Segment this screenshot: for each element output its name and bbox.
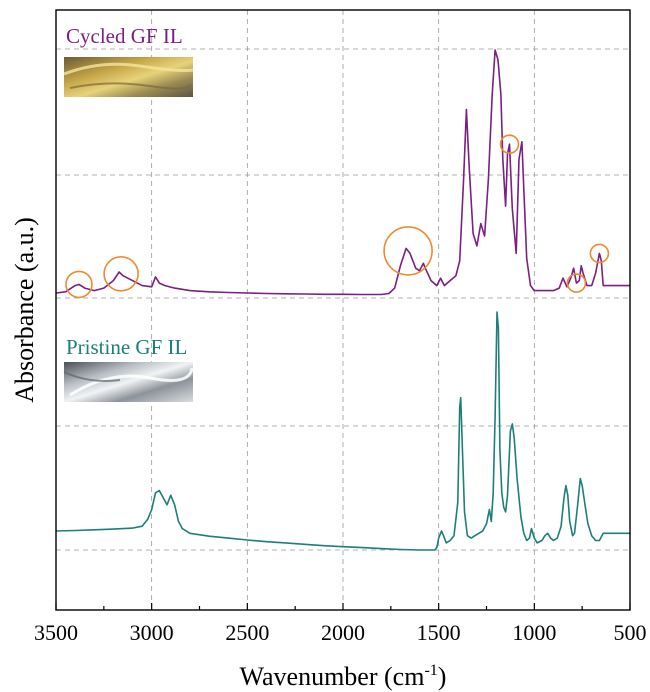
series-label-pristine: Pristine GF IL [66, 335, 187, 359]
x-tick-label-3000: 3000 [130, 620, 174, 645]
series-layer [55, 49, 630, 551]
peak-circle-1660 [383, 226, 433, 276]
x-axis-title: Wavenumber (cm-1) [240, 662, 447, 691]
pristine-inset-photo [63, 362, 194, 402]
x-tick-label-2500: 2500 [225, 620, 269, 645]
series-line-cycled [55, 49, 630, 296]
peak-circle-3160 [103, 255, 139, 292]
x-axis-ticks: 3500 3000 2500 2000 1500 1000 500 [34, 603, 647, 645]
x-tick-label-1500: 1500 [417, 620, 461, 645]
peak-circle-660 [589, 243, 610, 264]
y-axis-title: Absorbance (a.u.) [10, 217, 39, 403]
series-label-cycled: Cycled GF IL [66, 24, 183, 48]
grid-lines [56, 10, 630, 610]
series-line-pristine [55, 311, 630, 551]
cycled-inset-photo [63, 57, 194, 97]
x-tick-label-3500: 3500 [34, 620, 78, 645]
peak-circle-3380 [65, 270, 93, 299]
x-tick-label-500: 500 [614, 620, 647, 645]
peak-circle-780 [566, 273, 587, 293]
x-tick-label-1000: 1000 [512, 620, 556, 645]
x-tick-label-2000: 2000 [321, 620, 365, 645]
peak-circle-1130 [499, 134, 520, 154]
peak-annotations [65, 134, 610, 299]
